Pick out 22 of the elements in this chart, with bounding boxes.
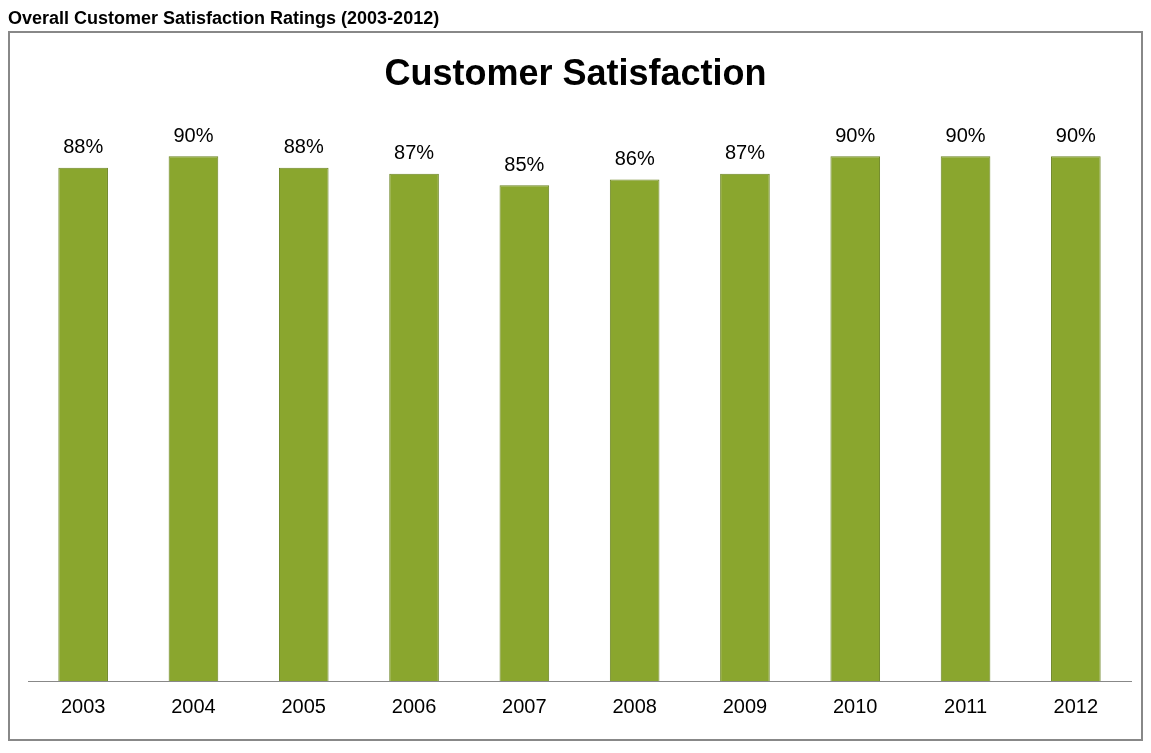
x-tick-label: 2012 [1053, 694, 1099, 717]
data-label: 85% [504, 152, 545, 175]
data-label: 87% [724, 141, 766, 164]
x-tick-label: 2008 [612, 694, 657, 717]
text: Overall Customer Satisfaction Ratings (2003-2012) [8, 8, 441, 29]
x-tick-label: 2005 [281, 694, 326, 717]
x-tick-label: 2003 [60, 694, 106, 717]
x-tick-label: 2007 [502, 694, 547, 717]
data-label: 90% [945, 123, 986, 146]
data-label: 86% [614, 147, 655, 170]
data-label: 88% [283, 135, 324, 158]
data-label: 87% [394, 141, 435, 164]
chart-title: Customer Satisfaction [384, 51, 767, 93]
x-tick-label: 2006 [391, 694, 437, 717]
x-tick-label: 2011 [944, 694, 988, 717]
data-label: 88% [63, 135, 104, 158]
x-tick-label: 2010 [833, 694, 878, 717]
x-tick-label: 2009 [722, 694, 768, 717]
data-label: 90% [835, 123, 876, 146]
data-label: 90% [173, 123, 214, 146]
x-tick-label: 2004 [171, 694, 216, 717]
data-label: 90% [1055, 123, 1097, 146]
